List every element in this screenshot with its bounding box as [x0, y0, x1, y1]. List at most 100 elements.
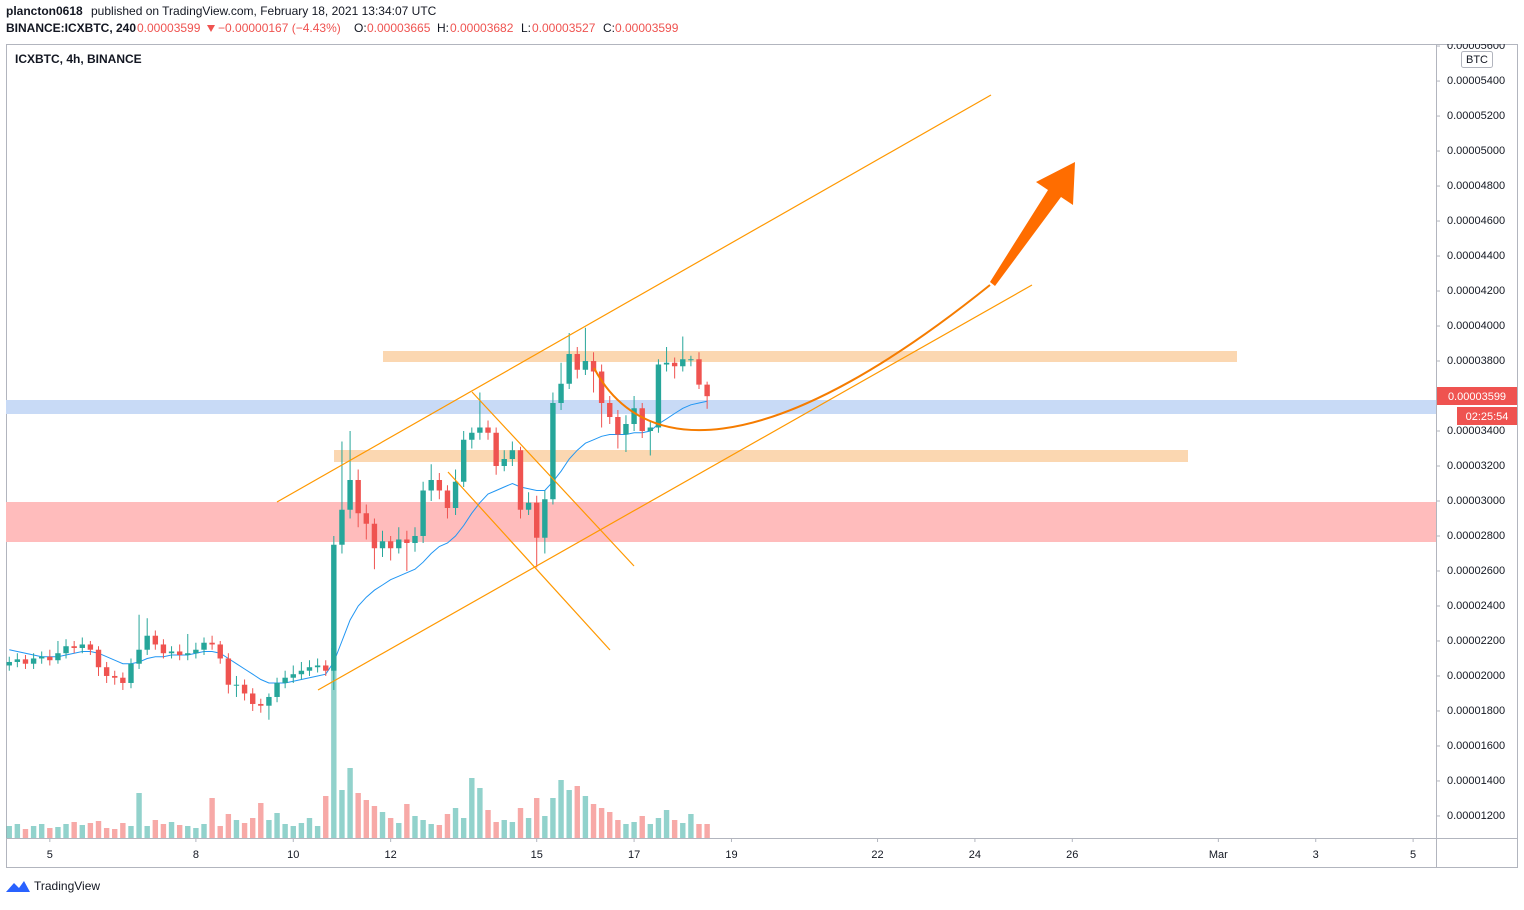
- candle-body: [112, 675, 118, 678]
- cup-curve: [593, 284, 991, 432]
- volume-bar: [379, 812, 386, 838]
- volume-bar: [493, 822, 499, 838]
- drawings: [276, 94, 1075, 691]
- candle-body: [460, 439, 467, 482]
- candle-body: [136, 649, 142, 664]
- volume-bar: [120, 823, 126, 838]
- published-info: published on TradingView.com, February 1…: [91, 4, 437, 18]
- volume-bar: [639, 816, 645, 838]
- volume-bar: [112, 829, 118, 838]
- volume-bar: [525, 818, 532, 838]
- resistance-zone: [383, 351, 1237, 362]
- red-zone: [6, 502, 1436, 542]
- down-icon: [207, 25, 215, 32]
- h-label: H:: [437, 21, 449, 35]
- candle-body: [598, 371, 605, 404]
- volume-bar: [290, 826, 296, 838]
- candle-body: [225, 658, 232, 685]
- volume-bar: [477, 788, 483, 838]
- high-value: 0.00003682: [450, 21, 514, 35]
- candle-body: [152, 635, 159, 645]
- volume-bar: [655, 818, 662, 838]
- volume-bar: [306, 818, 313, 838]
- candle-body: [47, 656, 53, 661]
- volume-bar: [193, 828, 199, 838]
- volume-bar: [704, 824, 710, 838]
- candle-body: [379, 541, 386, 549]
- volume-bar: [136, 793, 142, 838]
- volume-bar: [615, 820, 621, 838]
- candle-body: [331, 544, 337, 671]
- candle-body: [160, 644, 167, 654]
- publisher: plancton0618: [6, 4, 83, 18]
- x-tick-label: 8: [193, 849, 199, 861]
- volume-bar: [185, 826, 191, 838]
- wedge-line: [447, 471, 611, 651]
- blue-zone: [6, 400, 1436, 414]
- candle-body: [534, 502, 540, 538]
- change: −0.00000167 (−4.43%): [218, 21, 341, 35]
- volume-bar: [452, 808, 459, 838]
- l-label: L:: [521, 21, 531, 35]
- close-value: 0.00003599: [615, 21, 679, 35]
- candle-body: [550, 403, 556, 500]
- candle-body: [306, 667, 313, 671]
- candle-body: [290, 674, 296, 678]
- candle-body: [38, 656, 45, 659]
- volume-bar: [688, 814, 694, 838]
- candle-body: [655, 364, 662, 428]
- volume-bar: [22, 829, 29, 838]
- volume-bar: [550, 798, 556, 838]
- candle-body: [79, 644, 85, 648]
- countdown: 02:25:54: [1466, 411, 1509, 423]
- volume-bar: [233, 820, 240, 838]
- volume-bar: [631, 822, 637, 838]
- candle-body: [347, 479, 353, 510]
- y-tick-label: 0.00002600: [1447, 565, 1505, 577]
- price-tag: [1437, 387, 1517, 405]
- candle-body: [355, 479, 361, 514]
- candle-body: [168, 651, 175, 654]
- x-tick-label: 3: [1313, 849, 1319, 861]
- y-tick-label: 0.00003400: [1447, 425, 1505, 437]
- volume-bar: [623, 824, 629, 838]
- candle-body: [250, 693, 256, 704]
- volume-bar: [71, 822, 77, 838]
- x-tick-label: 26: [1066, 849, 1078, 861]
- candle-body: [477, 427, 483, 433]
- candle-body: [647, 427, 654, 432]
- volume-bar: [30, 826, 37, 838]
- x-tick-label: 12: [385, 849, 397, 861]
- candle-body: [444, 490, 451, 508]
- open-value: 0.00003665: [367, 21, 431, 35]
- candle-body: [339, 509, 345, 545]
- candle-body: [680, 359, 686, 367]
- volume-bar: [355, 793, 361, 838]
- volume-bar: [444, 814, 451, 838]
- candle-body: [420, 490, 426, 536]
- volume-bar: [412, 816, 418, 838]
- y-tick-label: 0.00004000: [1447, 320, 1505, 332]
- candle-body: [542, 499, 548, 538]
- volume-bar: [347, 768, 353, 838]
- candle-body: [363, 513, 369, 524]
- y-tick-label: 0.00001600: [1447, 740, 1505, 752]
- volume-bar: [160, 824, 167, 838]
- candle-body: [103, 667, 110, 676]
- c-label: C:: [603, 21, 615, 35]
- candle-body: [436, 479, 443, 491]
- candle-body: [387, 541, 394, 549]
- candle-body: [128, 663, 134, 683]
- volume-bar: [436, 825, 443, 838]
- y-tick-label: 0.00002200: [1447, 635, 1505, 647]
- y-tick-label: 0.00002800: [1447, 530, 1505, 542]
- volume-bar: [217, 826, 223, 838]
- y-tick-label: 0.00005000: [1447, 145, 1505, 157]
- candle-body: [615, 417, 621, 435]
- y-tick-label: 0.00004800: [1447, 180, 1505, 192]
- candle-body: [144, 635, 150, 650]
- volume-bar: [14, 824, 21, 838]
- y-tick-label: 0.00004200: [1447, 285, 1505, 297]
- legend-title: ICXBTC, 4h, BINANCE: [15, 52, 142, 66]
